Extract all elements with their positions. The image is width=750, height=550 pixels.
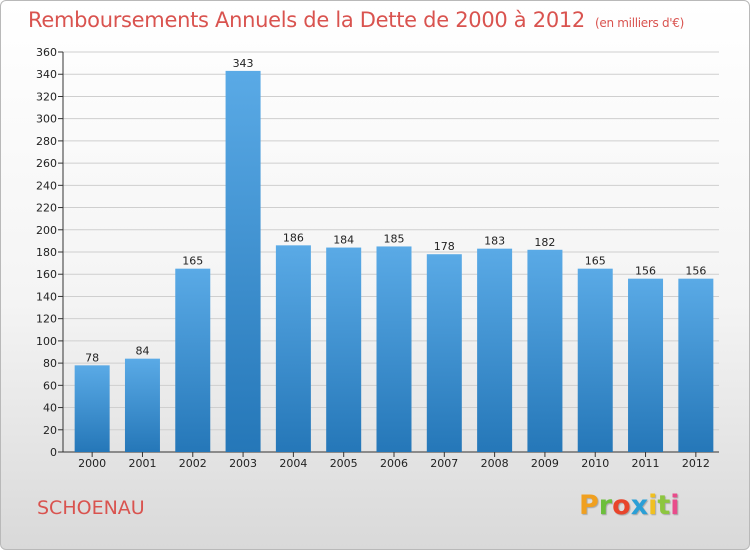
bar-2001 (124, 358, 160, 452)
logo-letter: o (612, 490, 631, 521)
y-tick-label: 260 (36, 157, 57, 170)
chart-title: Remboursements Annuels de la Dette de 20… (28, 8, 684, 32)
y-tick-label: 0 (50, 446, 57, 459)
bar-2005 (326, 247, 362, 452)
bar-2000 (74, 365, 110, 452)
commune-name: SCHOENAU (37, 497, 145, 519)
chart-title-text: Remboursements Annuels de la Dette de 20… (28, 8, 585, 32)
x-tick-labels: 2000 2001 2002 2003 2004 2005 2006 2007 2008 2009… (78, 452, 710, 470)
data-label-2001: 84 (135, 345, 149, 358)
bar-2002 (175, 268, 211, 452)
bar-2004 (275, 245, 311, 452)
y-tick-label: 160 (36, 268, 57, 281)
proxiti-logo: Proxiti (579, 490, 680, 521)
x-tick-label-2005: 2005 (330, 457, 358, 470)
x-tick-label-2001: 2001 (128, 457, 156, 470)
y-tick-label: 120 (36, 313, 57, 326)
y-tick-label: 80 (43, 357, 57, 370)
y-tick-label: 180 (36, 246, 57, 259)
data-label-2012: 156 (685, 265, 706, 278)
y-tick-labels: 0 20 40 60 80 100 120 140 160 180 200 220 240 260 280 3… (36, 46, 57, 459)
bar-2011 (628, 278, 664, 452)
y-tick-label: 280 (36, 135, 57, 148)
x-tick-label-2009: 2009 (531, 457, 559, 470)
y-tick-label: 60 (43, 379, 57, 392)
bars (74, 70, 714, 452)
logo-letter: P (579, 490, 599, 521)
data-labels: 78 84 165 343 186 184 185 178 183 182 165 156 156 (85, 57, 706, 364)
x-tick-label-2002: 2002 (179, 457, 207, 470)
data-label-2011: 156 (635, 265, 656, 278)
y-tick-label: 20 (43, 424, 57, 437)
x-tick-label-2003: 2003 (229, 457, 257, 470)
bar-2008 (477, 248, 513, 452)
data-label-2006: 185 (384, 232, 405, 245)
bar-2012 (678, 278, 714, 452)
data-label-2002: 165 (182, 255, 203, 268)
logo-letter: r (598, 490, 613, 521)
data-label-2009: 182 (534, 236, 555, 249)
y-tick-label: 220 (36, 202, 57, 215)
bar-2003 (225, 70, 261, 452)
x-tick-label-2007: 2007 (430, 457, 458, 470)
logo-letter: t (657, 490, 671, 521)
data-label-2005: 184 (333, 234, 354, 247)
y-tick-label: 240 (36, 179, 57, 192)
data-label-2008: 183 (484, 235, 505, 248)
y-tick-label: 340 (36, 68, 57, 81)
data-label-2003: 343 (233, 57, 254, 70)
data-label-2010: 165 (585, 255, 606, 268)
data-label-2000: 78 (85, 351, 99, 364)
x-tick-label-2006: 2006 (380, 457, 408, 470)
y-tick-label: 140 (36, 290, 57, 303)
y-tick-label: 360 (36, 46, 57, 59)
logo-letter: x (630, 490, 649, 521)
bar-2007 (426, 254, 462, 452)
bar-2010 (577, 268, 613, 452)
x-tick-label-2008: 2008 (481, 457, 509, 470)
bar-2009 (527, 249, 563, 452)
y-tick-label: 300 (36, 113, 57, 126)
x-tick-label-2012: 2012 (682, 457, 710, 470)
y-tick-label: 200 (36, 224, 57, 237)
x-tick-label-2011: 2011 (632, 457, 660, 470)
chart-subtitle: (en milliers d'€) (595, 16, 685, 30)
logo-letter: i (648, 490, 658, 521)
bar-2006 (376, 246, 412, 452)
data-label-2007: 178 (434, 240, 455, 253)
y-tick-label: 100 (36, 335, 57, 348)
data-label-2004: 186 (283, 231, 304, 244)
logo-letter: i (670, 490, 680, 521)
x-tick-label-2004: 2004 (279, 457, 307, 470)
x-tick-label-2010: 2010 (581, 457, 609, 470)
y-tick-label: 320 (36, 90, 57, 103)
x-tick-label-2000: 2000 (78, 457, 106, 470)
y-tick-label: 40 (43, 402, 57, 415)
